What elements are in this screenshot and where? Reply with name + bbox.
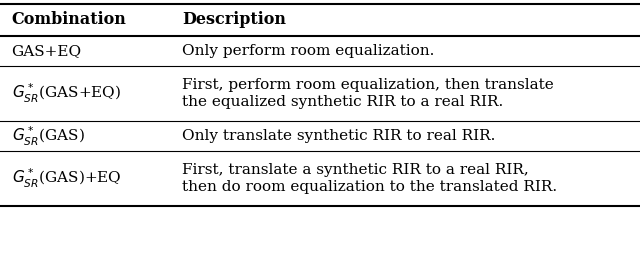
Text: $G^*_{SR}$(GAS): $G^*_{SR}$(GAS) bbox=[12, 124, 84, 148]
Text: Combination: Combination bbox=[12, 12, 126, 29]
Text: GAS+EQ: GAS+EQ bbox=[12, 44, 82, 58]
Text: $G^*_{SR}$(GAS)+EQ: $G^*_{SR}$(GAS)+EQ bbox=[12, 167, 121, 190]
Text: then do room equalization to the translated RIR.: then do room equalization to the transla… bbox=[182, 180, 557, 194]
Text: Only perform room equalization.: Only perform room equalization. bbox=[182, 44, 435, 58]
Text: the equalized synthetic RIR to a real RIR.: the equalized synthetic RIR to a real RI… bbox=[182, 95, 504, 109]
Text: $G^*_{SR}$(GAS+EQ): $G^*_{SR}$(GAS+EQ) bbox=[12, 82, 121, 105]
Text: First, translate a synthetic RIR to a real RIR,: First, translate a synthetic RIR to a re… bbox=[182, 163, 529, 177]
Text: First, perform room equalization, then translate: First, perform room equalization, then t… bbox=[182, 78, 554, 92]
Text: Only translate synthetic RIR to real RIR.: Only translate synthetic RIR to real RIR… bbox=[182, 129, 496, 143]
Text: Description: Description bbox=[182, 12, 287, 29]
